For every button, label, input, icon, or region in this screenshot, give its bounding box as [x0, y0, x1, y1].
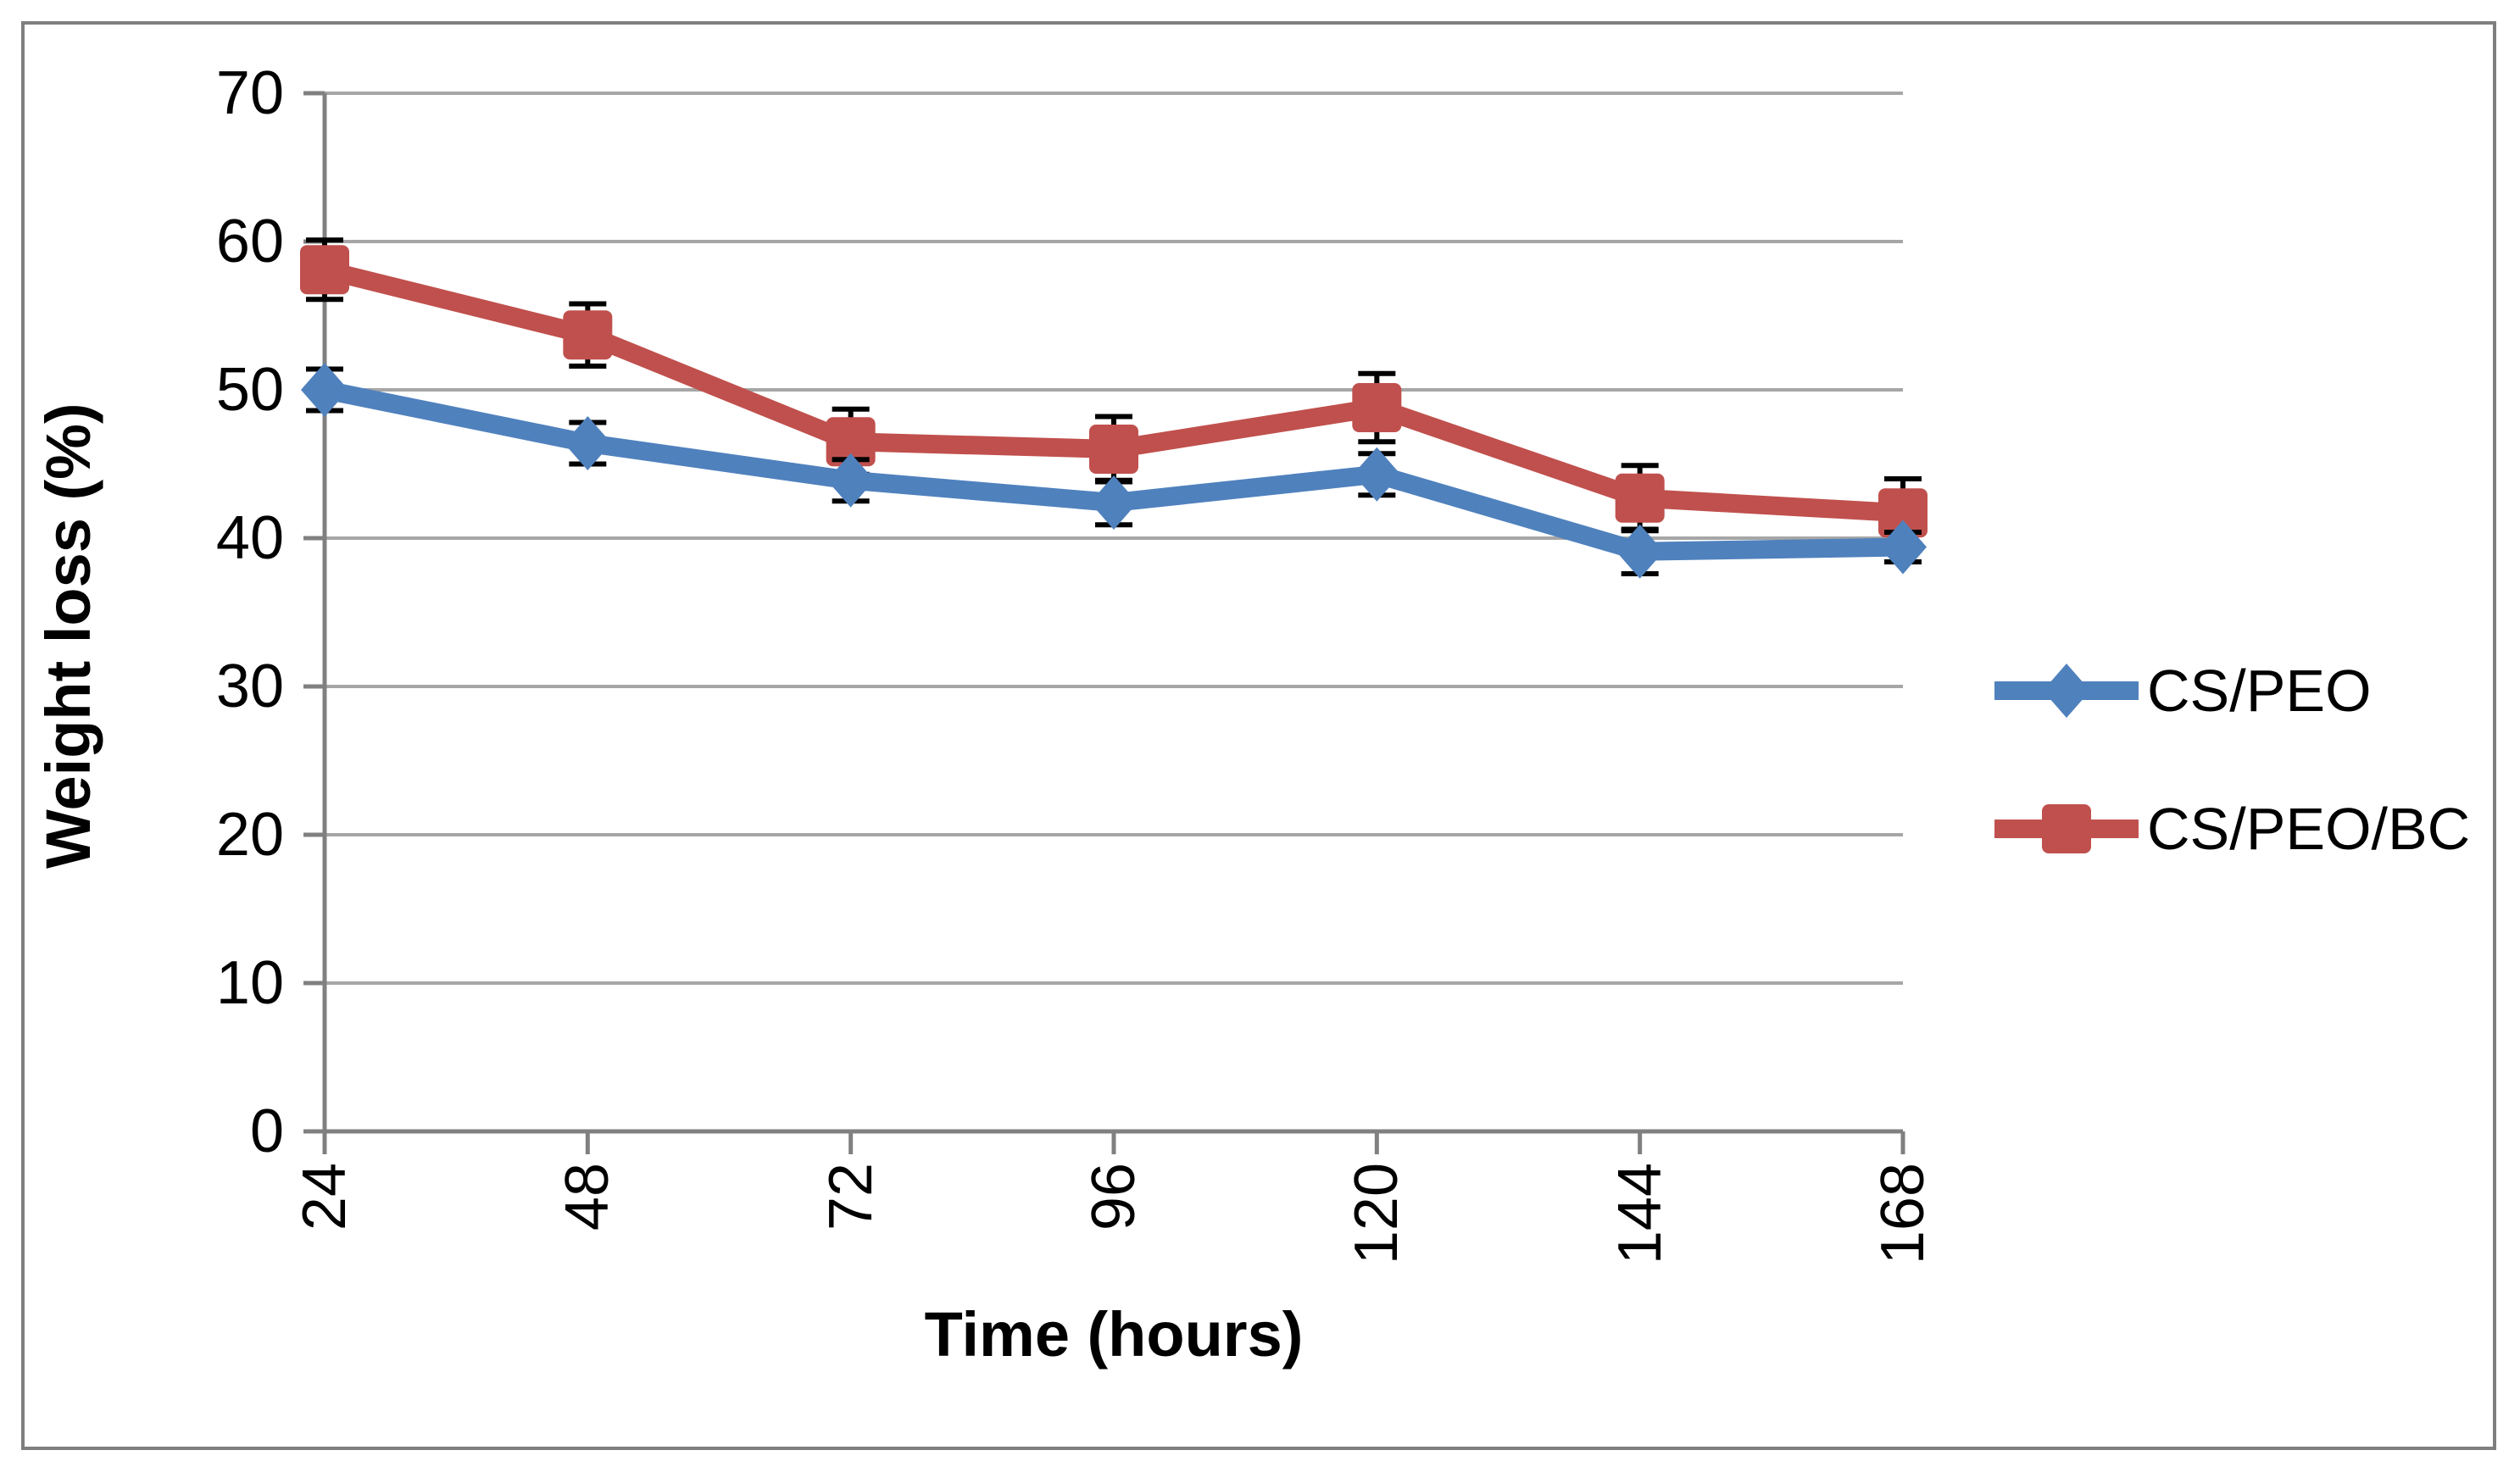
x-tick-label: 48 — [554, 1163, 622, 1231]
x-tick-label: 72 — [816, 1163, 885, 1231]
marker-diamond — [1090, 475, 1138, 530]
marker-diamond — [1616, 524, 1664, 579]
x-tick-label: 144 — [1605, 1163, 1674, 1265]
y-tick-label: 10 — [215, 949, 284, 1017]
marker-square — [563, 310, 613, 360]
legend-label: CS/PEO — [2147, 658, 2372, 724]
marker-diamond — [301, 363, 348, 417]
marker-diamond — [826, 453, 875, 508]
figure-border — [21, 21, 2496, 1450]
y-tick-label: 40 — [215, 504, 284, 572]
y-tick-label: 60 — [215, 208, 284, 275]
legend-item-cs-peo: CS/PEO — [1994, 644, 2372, 737]
marker-square — [1878, 488, 1928, 538]
y-tick-label: 70 — [215, 59, 284, 127]
marker-diamond — [1353, 447, 1401, 502]
legend-item-cs-peo-bc: CS/PEO/BC — [1994, 782, 2470, 875]
y-axis-title: Weight loss (%) — [33, 403, 103, 869]
marker-square — [1352, 383, 1402, 432]
legend-marker-square-icon — [1994, 804, 2139, 853]
y-tick-label: 30 — [215, 653, 284, 720]
marker-diamond — [564, 416, 612, 470]
y-tick-label: 50 — [215, 356, 284, 424]
marker-square — [1089, 425, 1138, 474]
x-tick-label: 120 — [1343, 1163, 1411, 1265]
y-tick-label: 20 — [215, 801, 284, 869]
marker-square — [826, 417, 876, 467]
legend-label: CS/PEO/BC — [2147, 796, 2471, 862]
marker-square — [1615, 473, 1665, 523]
legend-marker-diamond-icon — [1994, 664, 2139, 718]
y-tick-label: 0 — [249, 1097, 284, 1165]
marker-diamond — [1879, 520, 1927, 575]
marker-square — [300, 245, 349, 295]
x-axis-title: Time (hours) — [924, 1299, 1304, 1370]
x-tick-label: 24 — [291, 1163, 359, 1231]
x-tick-label: 96 — [1080, 1163, 1148, 1231]
x-tick-label: 168 — [1869, 1163, 1937, 1265]
